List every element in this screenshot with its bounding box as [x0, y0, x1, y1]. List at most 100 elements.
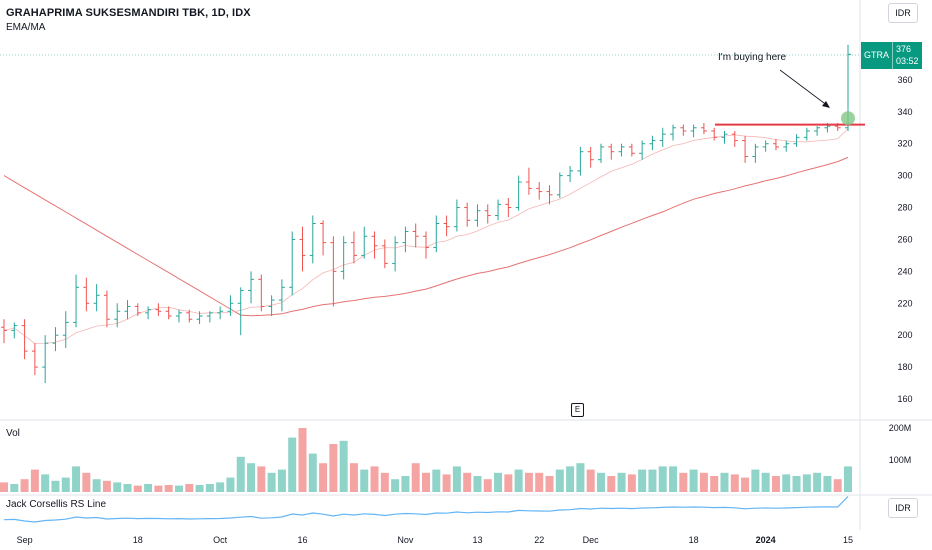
- volume-bar: [607, 476, 616, 492]
- price-tag-countdown: 03:52: [896, 56, 919, 66]
- volume-bar: [761, 472, 770, 492]
- time-tick: Dec: [583, 535, 600, 545]
- volume-bar: [463, 472, 472, 492]
- time-tick: 18: [133, 535, 143, 545]
- price-tick: 340: [897, 107, 912, 117]
- rs-line-series: [3, 495, 849, 523]
- volume-bar: [751, 469, 760, 492]
- volume-bar: [277, 469, 286, 492]
- rs-currency-button[interactable]: IDR: [888, 498, 918, 518]
- price-tick: 180: [897, 362, 912, 372]
- volume-bar: [308, 453, 317, 492]
- volume-bar: [195, 484, 204, 492]
- price-tick: 300: [897, 171, 912, 181]
- time-tick: 15: [843, 535, 853, 545]
- volume-bar: [391, 479, 400, 492]
- volume-bar: [576, 463, 585, 492]
- volume-bar: [61, 477, 70, 492]
- volume-bar: [360, 469, 369, 492]
- volume-bar: [30, 469, 39, 492]
- volume-bar: [401, 476, 410, 492]
- volume-bar: [82, 472, 91, 492]
- volume-bar: [164, 484, 173, 492]
- volume-bar: [514, 469, 523, 492]
- volume-bar: [771, 476, 780, 492]
- volume-bar: [524, 472, 533, 492]
- volume-tick: 200M: [889, 423, 912, 433]
- volume-bar: [669, 466, 678, 492]
- volume-bars: 200M 100M: [0, 423, 911, 492]
- volume-bar: [627, 474, 636, 492]
- time-tick: 18: [689, 535, 699, 545]
- chart-title: GRAHAPRIMA SUKSESMANDIRI TBK, 1D, IDX: [6, 7, 251, 19]
- price-tick: 360: [897, 75, 912, 85]
- indicator-label[interactable]: EMA/MA: [6, 22, 46, 33]
- volume-bar: [586, 469, 595, 492]
- volume-bar: [833, 479, 842, 492]
- volume-bar: [247, 463, 256, 492]
- volume-bar: [102, 480, 111, 492]
- volume-bar: [720, 472, 729, 492]
- volume-bar: [72, 466, 81, 492]
- volume-bar: [370, 466, 379, 492]
- price-tick: 240: [897, 266, 912, 276]
- currency-button[interactable]: IDR: [888, 3, 918, 23]
- price-tick: 280: [897, 203, 912, 213]
- volume-bar: [648, 469, 657, 492]
- rs-line: [3, 495, 849, 523]
- volume-bar: [298, 428, 307, 492]
- annotation-text: I'm buying here: [718, 52, 787, 63]
- price-tag: GTRA 376 03:52: [861, 42, 922, 69]
- volume-bar: [288, 437, 297, 492]
- volume-bar: [473, 476, 482, 492]
- volume-bar: [679, 472, 688, 492]
- arrow-head: [822, 101, 830, 108]
- price-tick: 320: [897, 139, 912, 149]
- price-tick: 260: [897, 234, 912, 244]
- volume-bar: [123, 484, 132, 492]
- volume-bar: [432, 469, 441, 492]
- volume-bar: [494, 472, 503, 492]
- volume-bar: [813, 472, 822, 492]
- volume-bar: [617, 472, 626, 492]
- price-tick: 160: [897, 394, 912, 404]
- time-tick: Sep: [17, 535, 33, 545]
- volume-bar: [10, 484, 19, 492]
- earnings-badge[interactable]: E: [571, 403, 584, 417]
- volume-tick: 100M: [889, 455, 912, 465]
- price-tag-symbol: GTRA: [861, 42, 894, 69]
- volume-bar: [782, 474, 791, 492]
- time-tick: Nov: [397, 535, 414, 545]
- volume-bar: [185, 484, 194, 492]
- volume-bar: [823, 476, 832, 492]
- volume-bar: [411, 463, 420, 492]
- volume-bar: [741, 477, 750, 492]
- volume-bar: [555, 469, 564, 492]
- volume-bar: [226, 477, 235, 492]
- volume-bar: [51, 480, 60, 492]
- time-tick: Oct: [213, 535, 228, 545]
- volume-bar: [730, 474, 739, 492]
- volume-bar: [20, 479, 29, 492]
- volume-bar: [689, 469, 698, 492]
- volume-bar: [319, 463, 328, 492]
- volume-bar: [422, 472, 430, 492]
- time-axis: Sep 18 Oct 16 Nov 13 22 Dec 18 2024 15: [17, 535, 853, 545]
- volume-bar: [174, 485, 183, 492]
- volume-bar: [483, 479, 492, 492]
- volume-bar: [205, 484, 214, 492]
- volume-bar: [658, 466, 667, 492]
- volume-label: Vol: [6, 428, 20, 439]
- volume-bar: [710, 476, 719, 492]
- volume-bar: [339, 440, 348, 492]
- time-tick: 13: [472, 535, 482, 545]
- price-tick: 220: [897, 298, 912, 308]
- rs-label: Jack Corsellis RS Line: [6, 499, 107, 510]
- buy-marker: [841, 111, 855, 126]
- price-tick: 200: [897, 330, 912, 340]
- candlestick-series: [1, 44, 851, 384]
- price-axis: 380360340320300280260240220200180160: [897, 43, 912, 404]
- volume-bar: [154, 485, 163, 492]
- volume-bar: [535, 472, 544, 492]
